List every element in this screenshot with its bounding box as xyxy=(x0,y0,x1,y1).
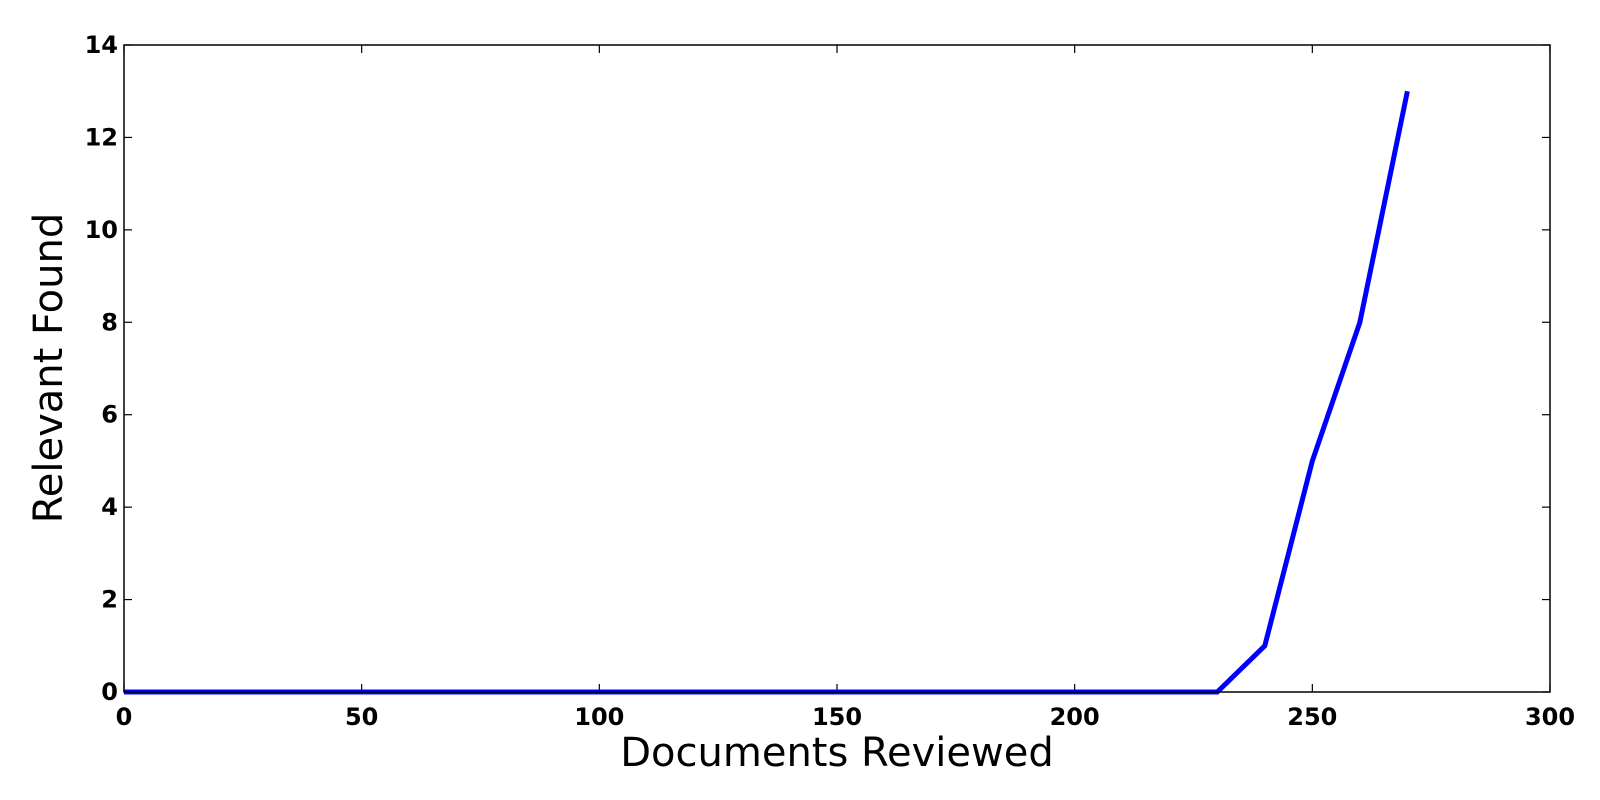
y-tick-label: 4 xyxy=(101,493,118,521)
series-line-0 xyxy=(124,90,1410,695)
x-tick-label: 250 xyxy=(1287,703,1337,731)
x-tick-label: 100 xyxy=(574,703,624,731)
series-lines xyxy=(124,90,1410,695)
x-tick-label: 0 xyxy=(116,703,133,731)
y-tick-label: 0 xyxy=(101,678,118,706)
x-tick-label: 150 xyxy=(812,703,862,731)
y-axis-label: Relevant Found xyxy=(26,213,72,523)
y-tick-label: 12 xyxy=(85,123,118,151)
x-tick-label: 300 xyxy=(1525,703,1575,731)
y-tick-label: 10 xyxy=(85,216,118,244)
y-tick-label: 2 xyxy=(101,586,118,614)
tick-marks xyxy=(123,44,1551,693)
y-tick-label: 6 xyxy=(101,401,118,429)
y-tick-labels: 0 2 4 6 8 10 12 14 xyxy=(85,31,118,706)
plot-area-frame xyxy=(123,44,1551,693)
x-tick-label: 50 xyxy=(345,703,378,731)
x-axis-label: Documents Reviewed xyxy=(620,730,1054,776)
y-tick-label: 14 xyxy=(85,31,118,59)
x-tick-label: 200 xyxy=(1050,703,1100,731)
y-tick-label: 8 xyxy=(101,308,118,336)
x-tick-labels: 0 50 100 150 200 250 300 xyxy=(116,703,1575,731)
